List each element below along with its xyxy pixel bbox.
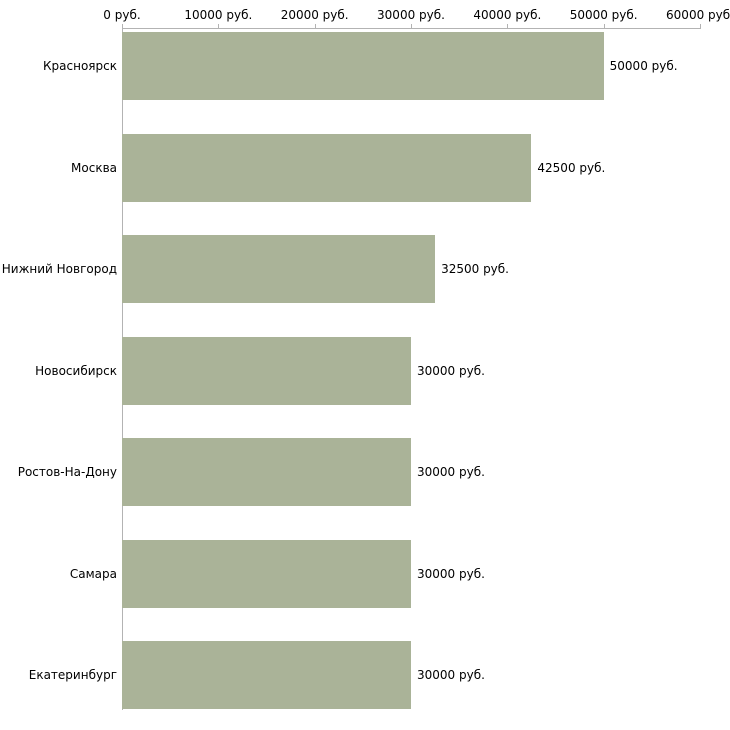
category-label: Красноярск xyxy=(43,59,117,73)
x-axis-tick-label: 0 руб. xyxy=(103,8,141,22)
value-label: 30000 руб. xyxy=(417,465,485,479)
bar xyxy=(122,32,604,100)
value-label: 50000 руб. xyxy=(609,59,678,73)
category-label: Ростов-На-Дону xyxy=(17,465,117,479)
value-label: 30000 руб. xyxy=(417,668,485,682)
category-label: Екатеринбург xyxy=(28,668,117,682)
x-axis-tick-label: 30000 руб. xyxy=(377,8,445,22)
bar xyxy=(122,641,411,709)
x-axis-tick xyxy=(603,24,605,28)
x-axis-line xyxy=(122,28,701,29)
bar xyxy=(122,336,411,405)
bar xyxy=(122,438,411,506)
bar xyxy=(122,235,436,303)
x-axis-tick-label: 10000 руб. xyxy=(184,8,253,22)
x-axis-tick-label: 20000 руб. xyxy=(280,8,349,22)
category-label: Новосибирск xyxy=(35,363,117,378)
x-axis-tick xyxy=(700,24,701,28)
category-label: Самара xyxy=(69,566,117,581)
x-axis-tick xyxy=(218,24,220,28)
x-axis-tick-label: 50000 руб. xyxy=(569,8,638,22)
value-label: 30000 руб. xyxy=(417,566,485,581)
x-axis-tick-label: 60000 руб. xyxy=(666,8,730,22)
value-label: 30000 руб. xyxy=(417,363,485,378)
bar xyxy=(122,539,411,608)
x-axis-tick xyxy=(507,24,509,28)
category-label: Нижний Новгород xyxy=(1,262,117,276)
x-axis-tick xyxy=(411,24,412,28)
x-axis-tick xyxy=(314,24,316,28)
value-label: 42500 руб. xyxy=(537,160,606,175)
value-label: 32500 руб. xyxy=(441,262,509,276)
category-label: Москва xyxy=(71,160,117,175)
x-axis-tick xyxy=(122,24,123,28)
x-axis-tick-label: 40000 руб. xyxy=(473,8,542,22)
bar xyxy=(122,133,532,202)
